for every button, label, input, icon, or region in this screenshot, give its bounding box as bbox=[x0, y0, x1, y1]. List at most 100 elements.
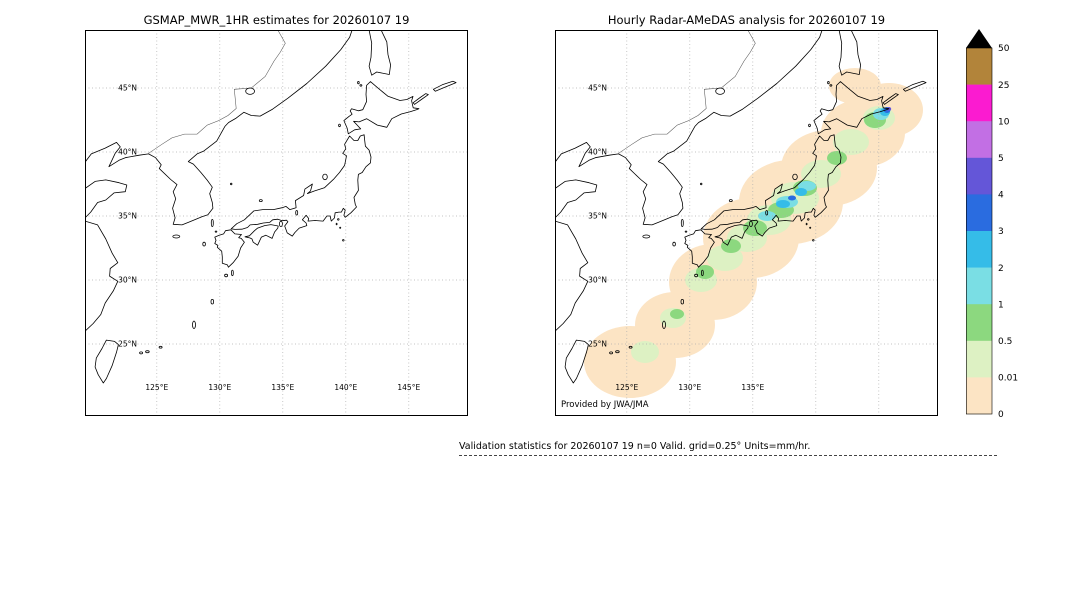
colorbar-outline bbox=[966, 47, 993, 415]
precip-blob bbox=[801, 160, 841, 188]
island-outline bbox=[662, 320, 666, 329]
precip-blob bbox=[721, 239, 741, 253]
island-outline bbox=[229, 182, 233, 186]
coastline bbox=[94, 339, 119, 384]
island-outline bbox=[339, 226, 342, 229]
island-outline bbox=[748, 220, 753, 227]
lon-tick-label: 130°E bbox=[678, 383, 701, 392]
island-outline bbox=[642, 234, 651, 239]
map-frame bbox=[555, 30, 938, 416]
precip-blob bbox=[670, 309, 684, 319]
coastline bbox=[813, 81, 890, 135]
country-border bbox=[618, 30, 756, 154]
island-outline bbox=[322, 173, 328, 181]
precip-blob bbox=[776, 200, 790, 208]
island-outline bbox=[808, 123, 811, 128]
island-outline bbox=[680, 218, 684, 227]
radar-map-panel: 45°N 40°N 35°N 30°N 25°N 125°E 130°E 135°E Provi… bbox=[555, 30, 938, 416]
colorbar-segment bbox=[966, 157, 992, 195]
lat-tick-label: 25°N bbox=[118, 340, 137, 349]
coastline bbox=[85, 220, 119, 332]
island-outline bbox=[202, 241, 206, 247]
coastline bbox=[700, 134, 842, 237]
country-border bbox=[148, 30, 286, 154]
island-outline bbox=[615, 350, 620, 354]
island-outline bbox=[337, 218, 340, 221]
validation-text: Validation statistics for 20260107 19 n=… bbox=[459, 441, 811, 452]
coastline bbox=[85, 179, 128, 219]
colorbar-tick-label: 0 bbox=[998, 410, 1004, 420]
island-outline bbox=[699, 182, 703, 186]
lat-tick-label: 30°N bbox=[118, 276, 137, 285]
island-outline bbox=[829, 84, 833, 87]
validation-statistics-line: Validation statistics for 20260107 19 n=… bbox=[459, 441, 997, 456]
island-outline bbox=[278, 220, 283, 227]
coastline bbox=[412, 93, 429, 105]
lat-tick-label: 35°N bbox=[588, 212, 607, 221]
island-outline bbox=[701, 269, 704, 277]
coastline bbox=[244, 224, 279, 246]
lon-tick-label: 145°E bbox=[397, 383, 420, 392]
colorbar-segment bbox=[966, 231, 992, 268]
colorbar-tick-label: 3 bbox=[998, 227, 1004, 237]
colorbar-tick-label: 0.5 bbox=[998, 337, 1012, 347]
colorbar-segment bbox=[966, 84, 992, 122]
island-outline bbox=[809, 226, 812, 229]
colorbar-tick-label: 4 bbox=[998, 191, 1004, 201]
coastline bbox=[882, 93, 899, 105]
colorbar-segment bbox=[966, 304, 992, 342]
colorbar-tick-label: 25 bbox=[998, 81, 1009, 91]
island-outline bbox=[715, 87, 725, 95]
lon-tick-label: 140°E bbox=[334, 383, 357, 392]
precip-blob bbox=[788, 195, 796, 201]
colorbar-segment bbox=[966, 340, 992, 378]
colorbar-segment bbox=[966, 48, 992, 85]
island-outline bbox=[214, 230, 218, 233]
island-outline bbox=[139, 351, 143, 355]
colorbar-tick-label: 0.01 bbox=[998, 374, 1018, 384]
island-outline bbox=[827, 80, 830, 85]
island-outline bbox=[792, 173, 798, 181]
coastline bbox=[555, 179, 598, 219]
island-outline bbox=[210, 218, 214, 227]
right-panel-title: Hourly Radar-AMeDAS analysis for 2026010… bbox=[607, 13, 886, 27]
island-outline bbox=[335, 222, 338, 226]
colorbar-segment bbox=[966, 121, 992, 159]
island-outline bbox=[728, 199, 733, 203]
credit-text: Provided by JWA/JMA bbox=[561, 400, 649, 410]
colorbar-tick-label: 1 bbox=[998, 300, 1004, 310]
island-outline bbox=[680, 299, 684, 305]
island-outline bbox=[245, 87, 255, 95]
island-outline bbox=[295, 210, 299, 216]
island-outline bbox=[210, 299, 214, 305]
island-outline bbox=[258, 199, 263, 203]
colorbar-tick-label: 2 bbox=[998, 264, 1004, 274]
coastline bbox=[230, 134, 372, 237]
lon-tick-label: 135°E bbox=[741, 383, 764, 392]
coastline bbox=[684, 229, 715, 268]
lat-tick-label: 40°N bbox=[118, 148, 137, 157]
coastline bbox=[85, 30, 353, 226]
colorbar-segment bbox=[966, 377, 992, 415]
island-outline bbox=[338, 123, 341, 128]
colorbar-tick-label: 10 bbox=[998, 117, 1010, 127]
lat-tick-label: 45°N bbox=[118, 84, 137, 93]
colorbar-overflow-triangle bbox=[966, 29, 992, 48]
precip-blob bbox=[827, 151, 847, 165]
island-outline bbox=[145, 350, 150, 354]
coastline bbox=[555, 220, 589, 332]
lat-tick-label: 35°N bbox=[118, 212, 137, 221]
lon-tick-label: 125°E bbox=[615, 383, 638, 392]
coastline bbox=[714, 224, 749, 246]
island-outline bbox=[192, 320, 196, 329]
gsmap-map-panel: 45°N 40°N 35°N 30°N 25°N 125°E 130°E 135°E 140°E… bbox=[85, 30, 468, 416]
island-outline bbox=[672, 241, 676, 247]
precip-blob bbox=[631, 341, 659, 363]
left-panel-title: GSMAP_MWR_1HR estimates for 20260107 19 bbox=[143, 13, 410, 27]
colorbar: 50 25 10 5 4 3 2 1 0.5 0.01 0 bbox=[966, 29, 1018, 420]
colorbar-tick-label: 5 bbox=[998, 154, 1004, 164]
coastline bbox=[368, 30, 391, 76]
coastline bbox=[838, 30, 861, 76]
lon-tick-label: 135°E bbox=[271, 383, 294, 392]
